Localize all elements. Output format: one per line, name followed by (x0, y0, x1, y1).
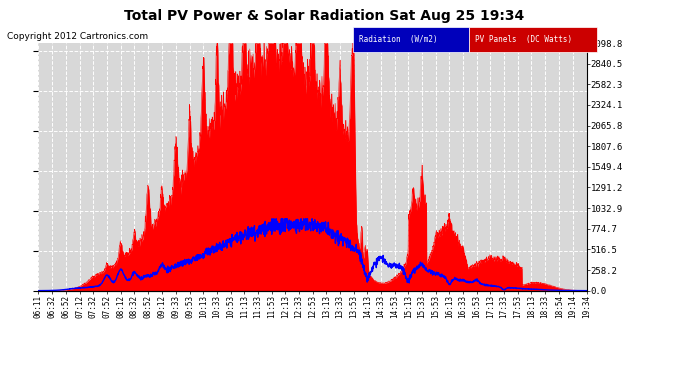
Text: Radiation  (W/m2): Radiation (W/m2) (359, 35, 437, 44)
Text: Copyright 2012 Cartronics.com: Copyright 2012 Cartronics.com (7, 32, 148, 41)
Text: PV Panels  (DC Watts): PV Panels (DC Watts) (475, 35, 572, 44)
Text: Total PV Power & Solar Radiation Sat Aug 25 19:34: Total PV Power & Solar Radiation Sat Aug… (124, 9, 524, 23)
